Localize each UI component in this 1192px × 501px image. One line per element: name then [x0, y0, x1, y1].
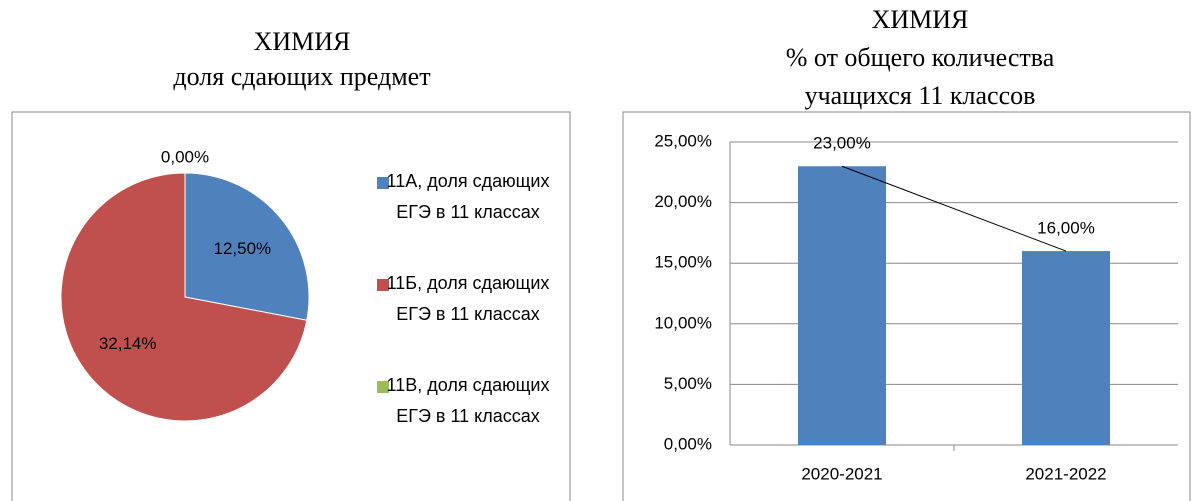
data-label: 23,00%: [813, 134, 871, 153]
pie-slice: [184, 172, 310, 321]
legend-swatch: [377, 177, 389, 189]
chart-title: учащихся 11 классов: [805, 81, 1036, 110]
bar: [1022, 251, 1110, 445]
chart-title: ХИМИЯ: [872, 5, 969, 34]
bar: [798, 166, 886, 446]
y-tick-label: 25,00%: [654, 131, 712, 150]
y-tick-label: 0,00%: [664, 434, 712, 453]
trend-line: [841, 165, 1067, 252]
y-tick-label: 20,00%: [654, 192, 712, 211]
y-tick-label: 5,00%: [664, 374, 712, 393]
bar-frame: [622, 111, 1191, 501]
data-label: 16,00%: [1037, 219, 1095, 238]
data-label: 0,00%: [161, 148, 209, 167]
legend-entry: 11Б, доля сдающих ЕГЭ в 11 классах: [386, 273, 550, 324]
legend-entry: 11А, доля сдающих ЕГЭ в 11 классах: [386, 171, 550, 222]
legend-swatch: [377, 279, 389, 291]
y-tick-label: 10,00%: [654, 313, 712, 332]
legend-entry: 11В, доля сдающих ЕГЭ в 11 классах: [386, 375, 550, 426]
chart-title: доля сдающих предмет: [173, 62, 430, 91]
x-tick-label: 2020-2021: [801, 464, 882, 483]
pie-slice: [60, 172, 308, 422]
pie-frame: [11, 111, 571, 501]
data-label: 32,14%: [99, 334, 157, 353]
x-tick-label: 2021-2022: [1025, 464, 1106, 483]
chart-title: ХИМИЯ: [254, 27, 351, 56]
chart-title: % от общего количества: [786, 43, 1055, 72]
y-tick-label: 15,00%: [654, 253, 712, 272]
data-label: 12,50%: [213, 239, 271, 258]
legend-swatch: [377, 381, 389, 393]
